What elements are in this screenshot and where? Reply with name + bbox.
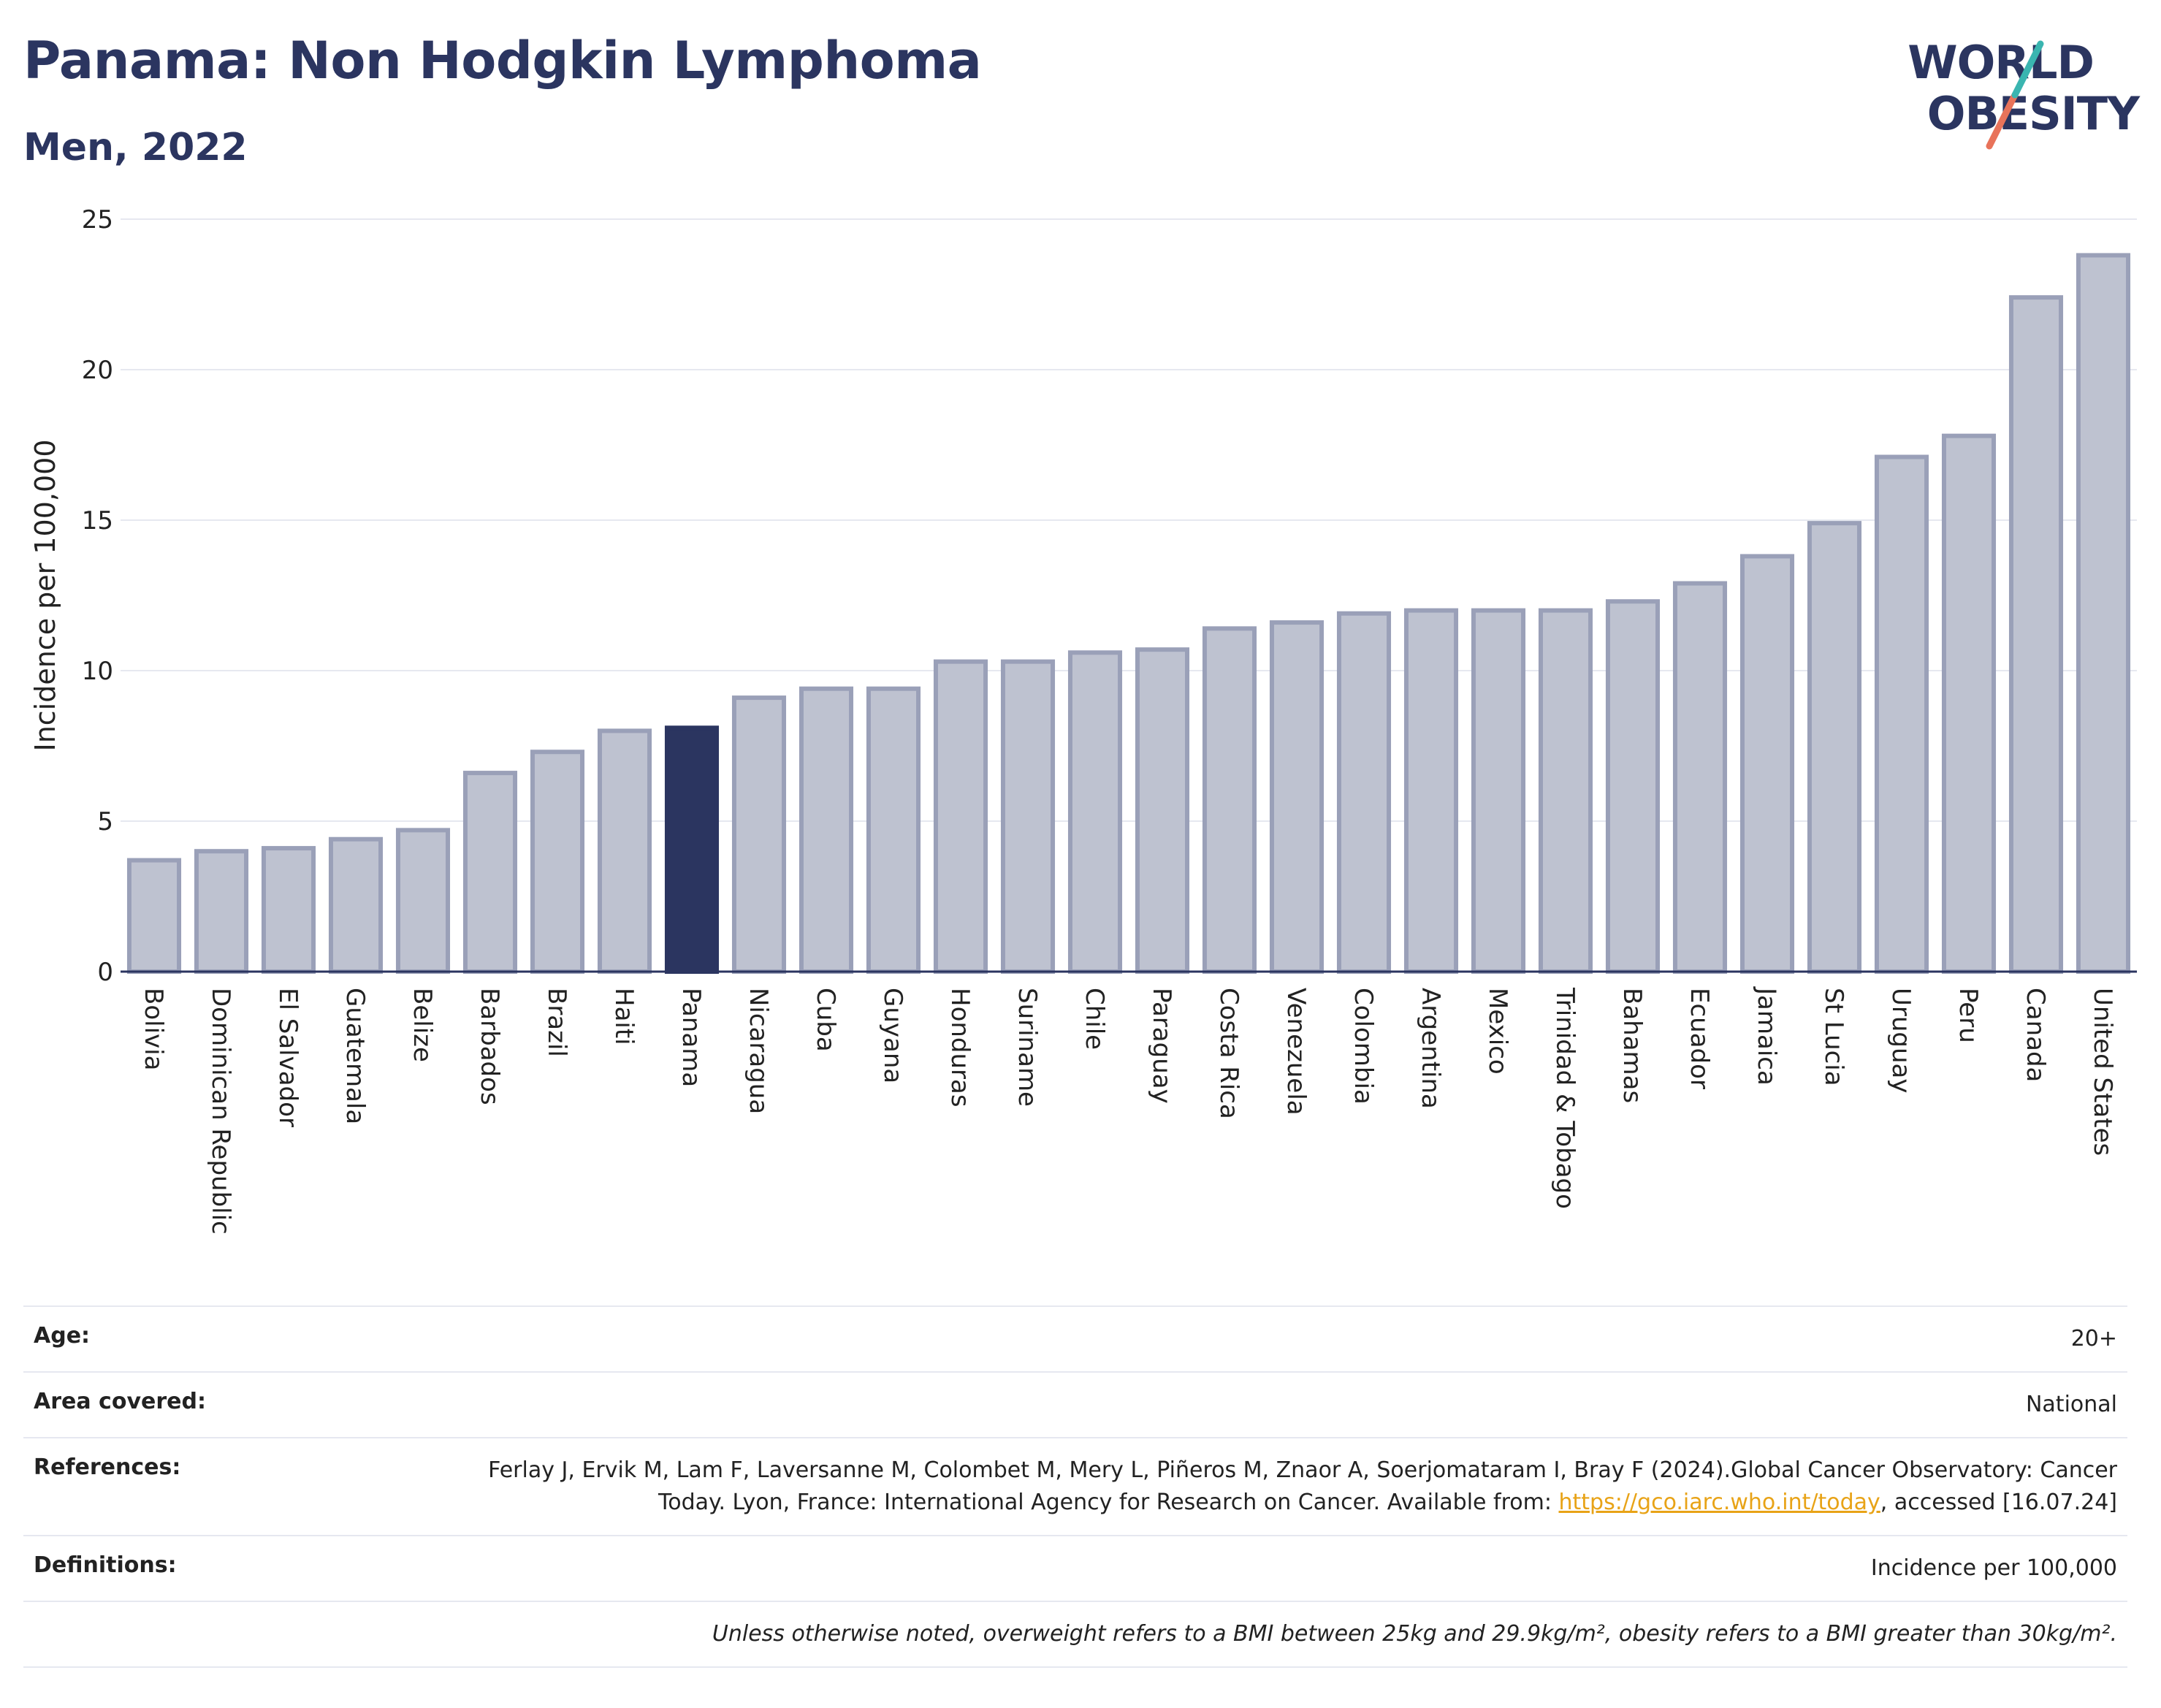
bar-st-lucia [1807, 521, 1862, 974]
bar-guatemala [328, 836, 384, 974]
x-tick-label: Dominican Republic [206, 988, 235, 1235]
x-tick-label: Nicaragua [744, 988, 773, 1114]
x-tick-label: United States [2088, 988, 2117, 1156]
x-tick-label: Panama [676, 988, 706, 1087]
references-suffix: , accessed [16.07.24] [1880, 1490, 2117, 1515]
bar-jamaica [1739, 554, 1795, 974]
bar-brazil [530, 750, 585, 974]
y-tick-label: 25 [82, 205, 113, 235]
bar-barbados [462, 771, 518, 974]
bar-paraguay [1135, 647, 1190, 974]
area-label: Area covered: [34, 1389, 206, 1414]
x-tick-label: Colombia [1349, 988, 1378, 1105]
logo-line-2: OBESITY [1926, 87, 2140, 140]
y-tick-label: 15 [82, 506, 113, 535]
bar-trinidad-tobago [1538, 608, 1593, 974]
bar-cuba [799, 686, 854, 974]
x-tick-label: Bahamas [1617, 988, 1647, 1103]
y-tick-label: 10 [82, 657, 113, 686]
bar-belize [395, 828, 451, 974]
x-tick-label: Peru [1954, 988, 1983, 1043]
info-table: Age: 20+ Area covered: National Referenc… [23, 1305, 2127, 1668]
info-row-footnote: Unless otherwise noted, overweight refer… [23, 1601, 2127, 1668]
x-tick-label: Belize [408, 988, 437, 1062]
footnote-text: Unless otherwise noted, overweight refer… [712, 1621, 2117, 1647]
x-axis-labels: Bolivia Dominican Republic El Salvador Guat… [139, 986, 2117, 1235]
info-row-definitions: Definitions: Incidence per 100,000 [23, 1535, 2127, 1601]
y-axis-title: Incidence per 100,000 [29, 439, 61, 751]
logo-slash-icon [1986, 40, 2044, 150]
bar-ecuador [1672, 581, 1728, 974]
bar-uruguay [1874, 454, 1929, 974]
references-link[interactable]: https://gco.iarc.who.int/today [1558, 1490, 1880, 1515]
x-tick-label: Mexico [1483, 988, 1512, 1075]
grid-lines [121, 218, 2137, 822]
info-row-references: References: Ferlay J, Ervik M, Lam F, La… [23, 1437, 2127, 1535]
x-tick-label: Guatemala [340, 988, 370, 1124]
logo-line-1: WORLD [1907, 36, 2095, 89]
bar-canada [2008, 295, 2064, 974]
x-tick-label: Trinidad & Tobago [1550, 987, 1579, 1209]
x-tick-label: Uruguay [1886, 988, 1916, 1094]
x-tick-label: El Salvador [273, 988, 302, 1127]
x-tick-label: Canada [2021, 988, 2050, 1082]
bar-honduras [933, 659, 988, 974]
bar-colombia [1336, 611, 1392, 974]
x-tick-label: Cuba [811, 988, 840, 1052]
bar-bolivia [126, 858, 182, 975]
x-tick-label: Guyana [878, 988, 907, 1083]
x-tick-label: Haiti [609, 988, 639, 1045]
bar-panama [664, 725, 720, 975]
age-value: 20+ [2070, 1326, 2117, 1351]
world-obesity-logo: WORLD OBESITY [1905, 26, 2140, 153]
bar-chile [1067, 650, 1123, 975]
bar-dominican-republic [194, 849, 249, 974]
y-tick-label: 20 [82, 356, 113, 385]
bar-peru [1941, 433, 1997, 974]
x-tick-label: St Lucia [1819, 988, 1848, 1086]
chart-subtitle: Men, 2022 [23, 126, 248, 169]
x-tick-label: Costa Rica [1214, 988, 1243, 1119]
definitions-value: Incidence per 100,000 [1870, 1555, 2117, 1581]
y-tick-label: 5 [97, 807, 113, 836]
bar-bahamas [1605, 599, 1661, 974]
bar-mexico [1471, 608, 1526, 974]
y-tick-label: 0 [97, 958, 113, 987]
chart-title: Panama: Non Hodgkin Lymphoma [23, 31, 982, 91]
area-value: National [2025, 1392, 2117, 1417]
info-row-age: Age: 20+ [23, 1305, 2127, 1371]
bar-el-salvador [261, 846, 316, 974]
y-axis-ticks: 0 5 10 15 20 25 [82, 205, 113, 987]
bar-united-states [2076, 253, 2131, 974]
references-value: Ferlay J, Ervik M, Lam F, Laversanne M, … [451, 1455, 2117, 1519]
bars [126, 253, 2131, 975]
bar-venezuela [1269, 620, 1325, 975]
definitions-label: Definitions: [34, 1552, 177, 1578]
x-tick-label: Jamaica [1752, 986, 1781, 1086]
x-tick-label: Paraguay [1147, 988, 1176, 1104]
x-tick-label: Chile [1080, 988, 1109, 1050]
bar-chart: 0 5 10 15 20 25 Bolivia Dominican Republic El S… [29, 205, 2137, 1235]
bar-nicaragua [731, 695, 787, 975]
x-tick-label: Ecuador [1685, 988, 1714, 1089]
bar-argentina [1403, 608, 1459, 974]
info-row-area: Area covered: National [23, 1371, 2127, 1437]
references-label: References: [34, 1455, 181, 1480]
bar-suriname [1000, 659, 1056, 974]
age-label: Age: [34, 1323, 91, 1349]
x-tick-label: Argentina [1416, 988, 1445, 1109]
x-tick-label: Bolivia [139, 988, 168, 1070]
x-tick-label: Suriname [1013, 988, 1042, 1107]
bar-costa-rica [1202, 626, 1257, 974]
bar-haiti [597, 728, 652, 975]
bar-guyana [866, 686, 921, 974]
x-tick-label: Venezuela [1281, 988, 1311, 1116]
x-tick-label: Barbados [475, 988, 504, 1105]
x-tick-label: Brazil [542, 988, 571, 1057]
x-tick-label: Honduras [945, 988, 975, 1107]
references-text: Ferlay J, Ervik M, Lam F, Laversanne M, … [488, 1457, 2117, 1515]
